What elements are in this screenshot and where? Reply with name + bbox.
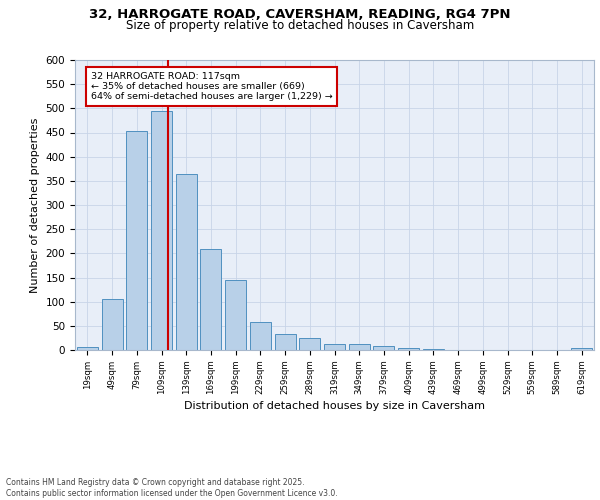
Bar: [275, 334, 296, 350]
Bar: [176, 174, 197, 350]
Bar: [571, 348, 592, 350]
Bar: [324, 344, 345, 350]
Bar: [225, 280, 246, 350]
Bar: [423, 349, 444, 350]
Bar: [151, 111, 172, 350]
Bar: [398, 348, 419, 350]
Text: Size of property relative to detached houses in Caversham: Size of property relative to detached ho…: [126, 19, 474, 32]
Text: 32, HARROGATE ROAD, CAVERSHAM, READING, RG4 7PN: 32, HARROGATE ROAD, CAVERSHAM, READING, …: [89, 8, 511, 20]
Bar: [101, 299, 122, 350]
X-axis label: Distribution of detached houses by size in Caversham: Distribution of detached houses by size …: [184, 402, 485, 411]
Bar: [250, 322, 271, 350]
Bar: [349, 344, 370, 350]
Bar: [126, 131, 147, 350]
Text: Contains HM Land Registry data © Crown copyright and database right 2025.
Contai: Contains HM Land Registry data © Crown c…: [6, 478, 338, 498]
Bar: [299, 338, 320, 350]
Y-axis label: Number of detached properties: Number of detached properties: [30, 118, 40, 292]
Text: 32 HARROGATE ROAD: 117sqm
← 35% of detached houses are smaller (669)
64% of semi: 32 HARROGATE ROAD: 117sqm ← 35% of detac…: [91, 72, 332, 102]
Bar: [77, 346, 98, 350]
Bar: [200, 248, 221, 350]
Bar: [373, 346, 394, 350]
